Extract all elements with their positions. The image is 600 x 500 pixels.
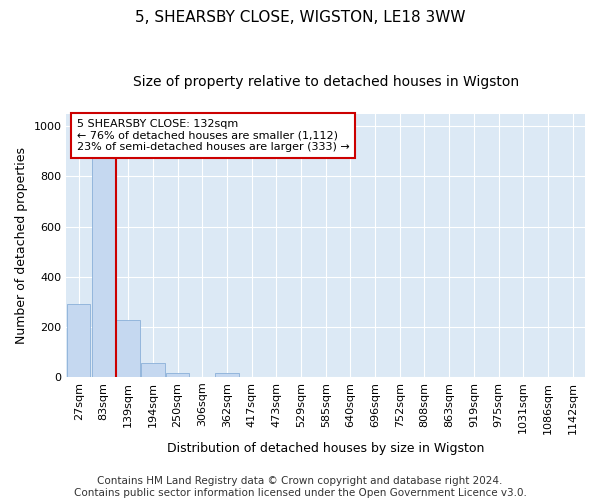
- Y-axis label: Number of detached properties: Number of detached properties: [15, 147, 28, 344]
- Text: 5, SHEARSBY CLOSE, WIGSTON, LE18 3WW: 5, SHEARSBY CLOSE, WIGSTON, LE18 3WW: [135, 10, 465, 25]
- Text: Contains HM Land Registry data © Crown copyright and database right 2024.
Contai: Contains HM Land Registry data © Crown c…: [74, 476, 526, 498]
- Bar: [116, 320, 140, 377]
- Title: Size of property relative to detached houses in Wigston: Size of property relative to detached ho…: [133, 75, 519, 89]
- Bar: [215, 373, 239, 377]
- Bar: [141, 363, 164, 377]
- Bar: [166, 373, 189, 377]
- Text: 5 SHEARSBY CLOSE: 132sqm
← 76% of detached houses are smaller (1,112)
23% of sem: 5 SHEARSBY CLOSE: 132sqm ← 76% of detach…: [77, 119, 350, 152]
- Bar: [92, 152, 115, 377]
- Bar: [67, 304, 91, 377]
- X-axis label: Distribution of detached houses by size in Wigston: Distribution of detached houses by size …: [167, 442, 484, 455]
